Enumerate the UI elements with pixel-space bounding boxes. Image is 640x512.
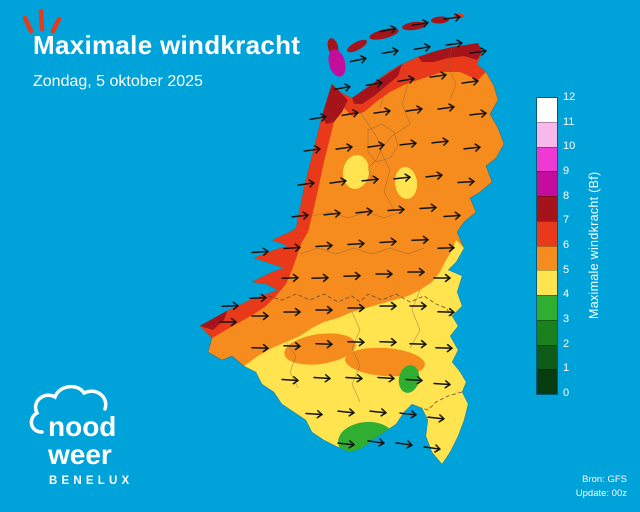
legend-cell — [537, 319, 557, 345]
legend-cell — [537, 196, 557, 221]
legend-cell — [537, 369, 557, 394]
zone-central-belgium-orange-west — [284, 333, 356, 365]
wind-barb-icon — [380, 46, 400, 58]
source-model: Bron: GFS — [582, 474, 627, 486]
source-update: Update: 00z — [575, 487, 627, 499]
wind-barb-icon — [394, 438, 414, 450]
legend-cell — [537, 270, 557, 295]
island-texel-magenta — [328, 49, 346, 77]
data-source: Bron: GFS Update: 00z — [576, 473, 627, 500]
zone-denhelder-darkred — [322, 84, 348, 124]
legend-cell — [537, 245, 557, 271]
page-title: Maximale windkracht — [33, 30, 301, 60]
zone-west-coast-red — [296, 90, 341, 232]
alert-burst-icon — [23, 8, 62, 34]
logo-line1: nood — [48, 411, 116, 442]
legend-cell — [537, 344, 557, 370]
legend-cell — [537, 98, 557, 122]
legend-cell — [537, 121, 557, 147]
logo-line2: weer — [47, 439, 112, 470]
legend-cells — [536, 97, 558, 395]
noodweer-benelux-logo: nood weer BENELUX — [29, 384, 133, 487]
wind-force-zones — [200, 43, 486, 464]
page-subtitle: Zondag, 5 oktober 2025 — [33, 73, 203, 90]
legend-cell — [537, 171, 557, 196]
wind-barb-icon — [412, 42, 432, 54]
legend-cell — [537, 146, 557, 172]
island-ameland — [402, 21, 426, 31]
cloud-icon — [29, 384, 108, 434]
island-vlieland — [347, 39, 367, 53]
island-schiermonnikoog — [431, 16, 449, 24]
logo-line3: BENELUX — [49, 475, 133, 487]
zone-southwest-red — [200, 228, 308, 338]
zone-veluwe-yellow-east — [394, 167, 418, 199]
legend-cell — [537, 295, 557, 320]
wind-barb-icon — [348, 54, 368, 66]
island-terschelling — [369, 28, 399, 40]
legend-axis-label: Maximale windkracht (Bf) — [587, 171, 601, 319]
province-borders — [285, 46, 457, 403]
header: Maximale windkracht Zondag, 5 oktober 20… — [33, 30, 300, 91]
zone-groningen-darkred — [418, 43, 482, 62]
country-borders — [267, 293, 463, 411]
legend-cell — [537, 220, 557, 246]
